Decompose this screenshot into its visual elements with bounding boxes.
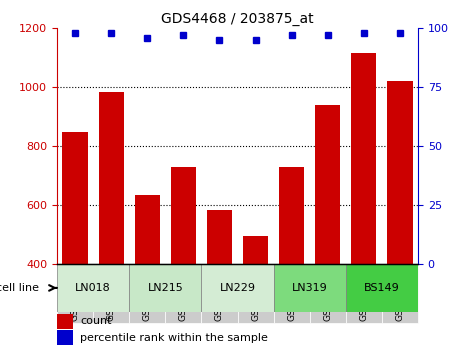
Bar (201, 264, 274, 312)
Bar (57, 330, 73, 345)
Text: GSM397670: GSM397670 (396, 266, 404, 321)
Bar (129, 264, 201, 312)
Text: LN018: LN018 (75, 283, 111, 293)
Text: BS149: BS149 (364, 283, 400, 293)
Bar (129, 264, 165, 323)
Bar (57, 314, 73, 329)
Bar (134, 195, 160, 264)
Bar (171, 167, 196, 264)
Text: GSM397663: GSM397663 (143, 266, 152, 321)
Bar (382, 264, 418, 323)
Text: GSM397662: GSM397662 (107, 266, 115, 321)
Text: count: count (80, 316, 112, 326)
Text: LN215: LN215 (147, 283, 183, 293)
Bar (62, 132, 88, 264)
Bar (274, 264, 346, 312)
Bar (57, 264, 93, 323)
Bar (57, 264, 129, 312)
Text: GSM397667: GSM397667 (287, 266, 296, 321)
Bar (243, 236, 268, 264)
Text: percentile rank within the sample: percentile rank within the sample (80, 333, 268, 343)
Bar (207, 210, 232, 264)
Text: LN229: LN229 (219, 283, 256, 293)
Text: GSM397661: GSM397661 (71, 266, 79, 321)
Bar (315, 105, 341, 264)
Text: GSM397668: GSM397668 (323, 266, 332, 321)
Text: LN319: LN319 (292, 283, 328, 293)
Bar (274, 264, 310, 323)
Title: GDS4468 / 203875_at: GDS4468 / 203875_at (161, 12, 314, 26)
Bar (201, 264, 238, 323)
Bar (351, 53, 377, 264)
Bar (98, 92, 124, 264)
Bar (93, 264, 129, 323)
Text: GSM397664: GSM397664 (179, 266, 188, 321)
Bar (346, 264, 418, 312)
Bar (310, 264, 346, 323)
Text: GSM397665: GSM397665 (215, 266, 224, 321)
Bar (238, 264, 274, 323)
Text: GSM397669: GSM397669 (360, 266, 368, 321)
Bar (165, 264, 201, 323)
Bar (346, 264, 382, 323)
Bar (387, 81, 413, 264)
Bar (279, 167, 304, 264)
Text: GSM397666: GSM397666 (251, 266, 260, 321)
Text: cell line: cell line (0, 283, 39, 293)
